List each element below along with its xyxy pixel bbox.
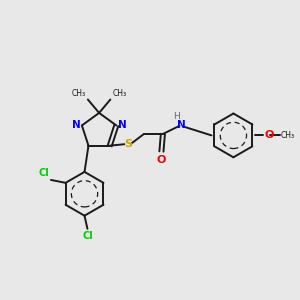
Text: CH₃: CH₃ xyxy=(113,89,127,98)
Text: Cl: Cl xyxy=(39,169,50,178)
Text: N: N xyxy=(118,120,127,130)
Text: N: N xyxy=(177,120,185,130)
Text: O: O xyxy=(157,155,166,165)
Text: S: S xyxy=(124,139,132,149)
Text: Cl: Cl xyxy=(82,231,93,241)
Text: CH₃: CH₃ xyxy=(281,131,295,140)
Text: CH₃: CH₃ xyxy=(71,89,85,98)
Text: N: N xyxy=(72,120,80,130)
Text: O: O xyxy=(265,130,274,140)
Text: H: H xyxy=(173,112,180,121)
